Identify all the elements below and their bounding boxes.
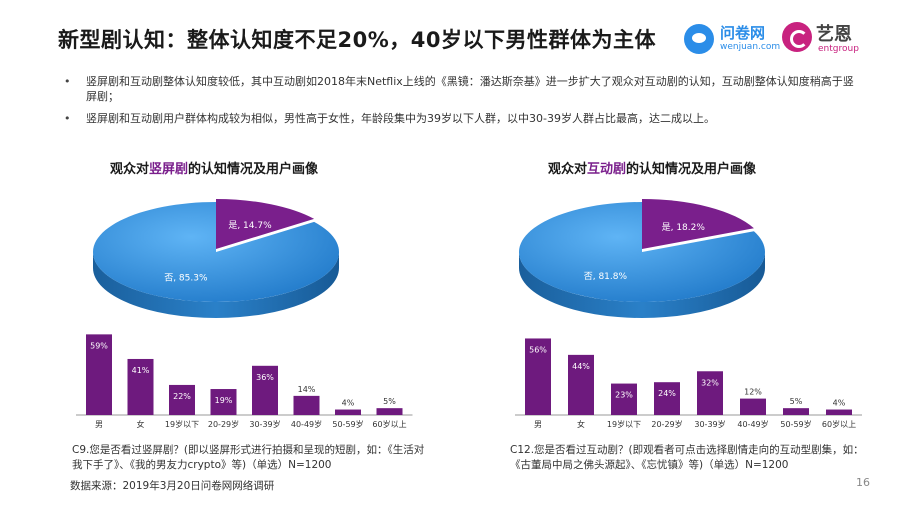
left-bar-category-label: 40-49岁 bbox=[291, 419, 322, 429]
wenjuan-logo-icon bbox=[684, 24, 714, 54]
left-bar-value-label: 41% bbox=[132, 366, 150, 375]
right-bar-category-label: 女 bbox=[577, 419, 585, 429]
left-bar-value-label: 22% bbox=[173, 392, 191, 401]
right-bar bbox=[783, 408, 809, 415]
left-bar bbox=[376, 408, 403, 415]
right-bar-value-label: 32% bbox=[701, 378, 719, 387]
bullet-item: 竖屏剧和互动剧用户群体构成较为相似，男性高于女性，年龄段集中为39岁以下人群，以… bbox=[64, 111, 864, 126]
left-bar bbox=[252, 365, 278, 415]
right-bar-category-label: 19岁以下 bbox=[607, 419, 641, 429]
bullet-item: 竖屏剧和互动剧整体认知度较低，其中互动剧如2018年末Netflix上线的《黑镜… bbox=[64, 74, 864, 104]
left-chart-title-suffix: 的认知情况及用户画像 bbox=[188, 162, 319, 177]
wenjuan-logo: 问卷网 wenjuan.com bbox=[684, 22, 780, 56]
left-bar-value-label: 19% bbox=[215, 396, 233, 405]
left-pie-side bbox=[93, 252, 339, 318]
right-bar-category-label: 50-59岁 bbox=[780, 419, 811, 429]
left-pie-label-yes: 是, 14.7% bbox=[228, 220, 272, 231]
left-chart-title: 观众对竖屏剧的认知情况及用户画像 bbox=[110, 158, 318, 177]
right-pie-label-no: 否, 81.8% bbox=[584, 271, 628, 282]
right-pie-side bbox=[519, 252, 765, 318]
left-bar bbox=[127, 358, 154, 415]
right-pie-slice-no bbox=[519, 202, 766, 302]
left-bar-category-label: 20-29岁 bbox=[208, 419, 239, 429]
left-bar-category-label: 60岁以上 bbox=[372, 419, 406, 429]
right-bar-value-label: 56% bbox=[529, 345, 547, 354]
page-title: 新型剧认知：整体认知度不足20%，40岁以下男性群体为主体 bbox=[58, 28, 656, 52]
right-bar bbox=[826, 409, 852, 415]
left-survey-note: C9.您是否看过竖屏剧？(即以竖屏形式进行拍摄和呈现的短剧，如：《生活对我下手了… bbox=[72, 444, 425, 471]
right-bar-value-label: 5% bbox=[790, 397, 803, 406]
left-bar bbox=[335, 409, 361, 415]
right-bar-value-label: 23% bbox=[615, 391, 633, 400]
left-bar-value-label: 36% bbox=[256, 373, 274, 382]
page-number: 16 bbox=[856, 476, 870, 489]
right-pie-label-yes: 是, 18.2% bbox=[662, 222, 706, 233]
right-chart-title: 观众对互动剧的认知情况及用户画像 bbox=[548, 158, 756, 177]
left-bar-chart: 59% 男 41% 女 22% 19岁以下 19% 20-29岁 36% 30-39岁 14% 40-… bbox=[76, 334, 413, 429]
right-bar-category-label: 40-49岁 bbox=[737, 419, 768, 429]
wenjuan-logo-text: 问卷网 bbox=[720, 24, 766, 42]
right-bar bbox=[568, 354, 594, 415]
right-chart-title-suffix: 的认知情况及用户画像 bbox=[626, 162, 757, 177]
right-bar bbox=[697, 371, 723, 415]
right-chart-title-prefix: 观众对 bbox=[548, 162, 588, 177]
left-bar-value-label: 4% bbox=[342, 399, 355, 408]
right-bar-chart: 56% 男 44% 女 23% 19岁以下 24% 20-29岁 32% 30-39岁 12% 40-… bbox=[515, 338, 862, 429]
wenjuan-logo-subtext: wenjuan.com bbox=[720, 42, 781, 52]
summary-bullets: 竖屏剧和互动剧整体认知度较低，其中互动剧如2018年末Netflix上线的《黑镜… bbox=[64, 74, 864, 133]
left-bar-category-label: 19岁以下 bbox=[165, 419, 199, 429]
left-bar-category-label: 女 bbox=[137, 419, 145, 429]
right-bar-category-label: 60岁以上 bbox=[822, 419, 856, 429]
right-bar bbox=[654, 382, 680, 415]
right-bar bbox=[611, 383, 637, 415]
right-pie-chart: 是, 18.2% 否, 81.8% bbox=[519, 199, 766, 318]
entgroup-logo-text: 艺恩 bbox=[816, 24, 852, 45]
left-bar bbox=[169, 384, 195, 415]
left-chart-title-prefix: 观众对 bbox=[110, 162, 150, 177]
entgroup-logo: 艺恩 entgroup bbox=[782, 18, 882, 58]
entgroup-logo-subtext: entgroup bbox=[818, 44, 859, 54]
left-bar bbox=[210, 389, 237, 415]
left-chart-title-highlight: 竖屏剧 bbox=[149, 162, 189, 177]
left-pie-label-no: 否, 85.3% bbox=[164, 273, 208, 284]
left-bar-value-label: 5% bbox=[383, 397, 396, 406]
left-bar bbox=[86, 334, 112, 415]
left-bar-value-label: 14% bbox=[298, 385, 316, 394]
left-bar bbox=[293, 395, 320, 415]
left-bar-value-label: 59% bbox=[90, 341, 108, 350]
right-survey-note: C12.您是否看过互动剧？(即观看者可点击选择剧情走向的互动型剧集，如：《古董局… bbox=[510, 444, 864, 471]
right-bar-category-label: 20-29岁 bbox=[651, 419, 682, 429]
left-bar-category-label: 50-59岁 bbox=[332, 419, 363, 429]
left-pie-slice-no bbox=[93, 202, 339, 303]
left-bar-category-label: 30-39岁 bbox=[249, 419, 280, 429]
left-bar-category-label: 男 bbox=[95, 420, 103, 429]
right-bar-category-label: 30-39岁 bbox=[694, 419, 725, 429]
left-pie-slice-yes bbox=[216, 199, 315, 249]
right-bar-value-label: 12% bbox=[744, 388, 762, 397]
right-bar bbox=[740, 398, 766, 415]
data-source: 数据来源：2019年3月20日问卷网网络调研 bbox=[70, 480, 275, 492]
right-bar bbox=[525, 338, 551, 415]
left-pie-chart: 是, 14.7% 否, 85.3% bbox=[93, 199, 339, 318]
right-chart-title-highlight: 互动剧 bbox=[587, 162, 627, 177]
right-bar-category-label: 男 bbox=[534, 420, 542, 429]
entgroup-logo-icon bbox=[782, 22, 812, 52]
right-bar-value-label: 44% bbox=[572, 362, 590, 371]
right-bar-value-label: 24% bbox=[658, 389, 676, 398]
right-pie-slice-yes bbox=[642, 199, 754, 249]
right-bar-value-label: 4% bbox=[833, 399, 846, 408]
